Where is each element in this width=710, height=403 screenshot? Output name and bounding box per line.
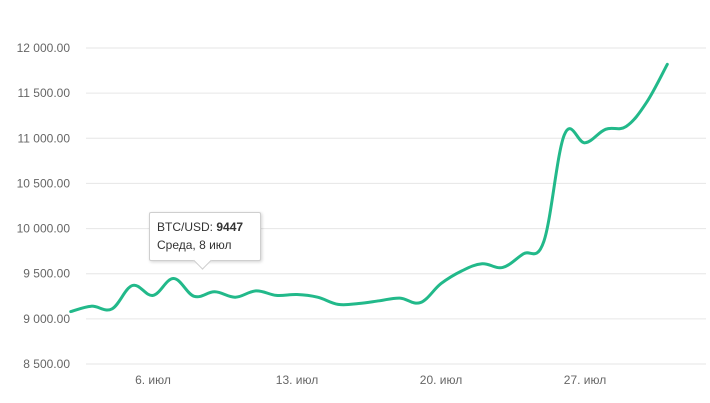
- x-tick-label: 27. июл: [564, 373, 606, 387]
- y-tick-label: 9 500.00: [23, 267, 70, 281]
- x-tick-label: 20. июл: [420, 373, 462, 387]
- tooltip: BTC/USD: 9447 Среда, 8 июл: [149, 212, 261, 270]
- x-axis: 6. июл 13. июл 20. июл 27. июл: [135, 373, 606, 387]
- y-axis: 12 000.00 11 500.00 11 000.00 10 500.00 10 0…: [17, 41, 71, 371]
- x-tick-label: 13. июл: [276, 373, 318, 387]
- tooltip-value: 9447: [216, 220, 244, 234]
- y-tick-label: 9 000.00: [23, 312, 70, 326]
- y-tick-label: 10 000.00: [17, 222, 71, 236]
- tooltip-label: BTC/USD:: [157, 220, 214, 234]
- y-tick-label: 11 500.00: [18, 86, 71, 100]
- y-tick-label: 10 500.00: [17, 176, 71, 190]
- y-tick-label: 8 500.00: [23, 357, 70, 371]
- x-tick-label: 6. июл: [135, 373, 171, 387]
- tooltip-date: Среда, 8 июл: [157, 238, 232, 252]
- series-line: [69, 62, 669, 314]
- tooltip-title-row: BTC/USD: 9447: [157, 218, 252, 236]
- y-tick-label: 12 000.00: [17, 41, 71, 55]
- y-tick-label: 11 000.00: [18, 131, 71, 145]
- grid: [86, 47, 706, 365]
- series-group: [69, 62, 669, 314]
